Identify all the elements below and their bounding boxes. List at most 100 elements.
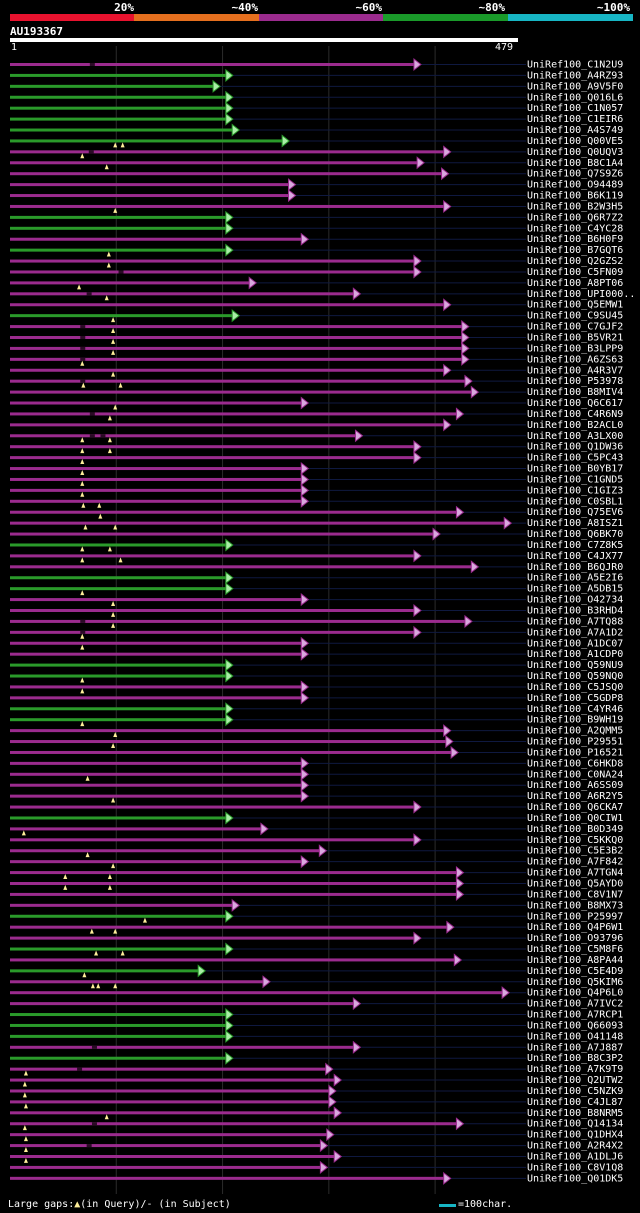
- hit-label[interactable]: UniRef100_B8MIV4: [527, 387, 623, 398]
- hit-label[interactable]: UniRef100_A7F842: [527, 857, 623, 868]
- hit-label[interactable]: UniRef100_P29551: [527, 737, 623, 748]
- hit-label[interactable]: UniRef100_A5E2I6: [527, 573, 623, 584]
- hit-label[interactable]: UniRef100_B9WH19: [527, 715, 623, 726]
- hit-label[interactable]: UniRef100_C4JL87: [527, 1097, 623, 1108]
- hit-label[interactable]: UniRef100_Q2UTW2: [527, 1075, 623, 1086]
- hit-row[interactable]: UniRef100_A7K9T9: [10, 1062, 623, 1076]
- hit-label[interactable]: UniRef100_A3LX00: [527, 431, 623, 442]
- hit-label[interactable]: UniRef100_C8V1Q8: [527, 1162, 623, 1173]
- hit-label[interactable]: UniRef100_B8C3P2: [527, 1053, 623, 1064]
- hit-row[interactable]: UniRef100_A7TQ88: [10, 611, 623, 628]
- hit-row[interactable]: UniRef100_C0SBL1: [10, 491, 623, 508]
- hit-row[interactable]: UniRef100_A8PT06: [10, 276, 623, 290]
- hit-row[interactable]: UniRef100_C5GDP8: [10, 688, 623, 705]
- hit-row[interactable]: UniRef100_Q2GZS2: [10, 251, 623, 268]
- hit-row[interactable]: UniRef100_C1N057: [10, 101, 623, 115]
- hit-row[interactable]: UniRef100_B2W3H5: [10, 199, 623, 213]
- hit-row[interactable]: UniRef100_O93796: [10, 928, 623, 945]
- hit-row[interactable]: UniRef100_O41148: [10, 1029, 623, 1043]
- hit-label[interactable]: UniRef100_Q66093: [527, 1020, 623, 1031]
- hit-row[interactable]: UniRef100_A5E2I6: [10, 571, 623, 585]
- hit-label[interactable]: UniRef100_A4RZ93: [527, 70, 623, 81]
- hit-label[interactable]: UniRef100_C5KKQ0: [527, 835, 623, 846]
- hit-row[interactable]: UniRef100_Q7S9Z6: [10, 164, 623, 181]
- hit-label[interactable]: UniRef100_B0YB17: [527, 464, 623, 475]
- hit-row[interactable]: UniRef100_Q6CKA7: [10, 797, 623, 814]
- hit-row[interactable]: UniRef100_Q01DK5: [10, 1171, 623, 1185]
- hit-row[interactable]: UniRef100_A7IVC2: [10, 997, 623, 1011]
- hit-label[interactable]: UniRef100_Q5KIM6: [527, 977, 623, 988]
- hit-label[interactable]: UniRef100_Q59NQ0: [527, 671, 623, 682]
- hit-label[interactable]: UniRef100_C5FN09: [527, 267, 623, 278]
- hit-label[interactable]: UniRef100_A2R4X2: [527, 1141, 623, 1152]
- hit-row[interactable]: UniRef100_A9V5F0: [10, 79, 623, 93]
- hit-label[interactable]: UniRef100_C5GDP8: [527, 693, 623, 704]
- hit-row[interactable]: UniRef100_B8MIV4: [10, 382, 623, 399]
- hit-label[interactable]: UniRef100_P25997: [527, 911, 623, 922]
- hit-label[interactable]: UniRef100_C5JSQ0: [527, 682, 623, 693]
- hit-row[interactable]: UniRef100_C9SU45: [10, 309, 623, 323]
- hit-row[interactable]: UniRef100_C7GJF2: [10, 317, 623, 334]
- hit-label[interactable]: UniRef100_C7GJF2: [527, 322, 623, 333]
- hit-label[interactable]: UniRef100_C7Z8K5: [527, 540, 623, 551]
- hit-label[interactable]: UniRef100_Q1DHX4: [527, 1130, 623, 1141]
- hit-row[interactable]: UniRef100_C4YR46: [10, 702, 623, 716]
- hit-label[interactable]: UniRef100_C5E3B2: [527, 846, 623, 857]
- hit-row[interactable]: UniRef100_C4JX77: [10, 546, 623, 563]
- hit-row[interactable]: UniRef100_C1GIZ3: [10, 480, 623, 497]
- hit-row[interactable]: UniRef100_Q5AYD0: [10, 874, 623, 891]
- hit-row[interactable]: UniRef100_C5KKQ0: [10, 830, 623, 847]
- hit-label[interactable]: UniRef100_Q6CKA7: [527, 802, 623, 813]
- hit-row[interactable]: UniRef100_B6H0F9: [10, 232, 623, 246]
- hit-row[interactable]: UniRef100_C1EIR6: [10, 112, 623, 126]
- hit-row[interactable]: UniRef100_Q0CIW1: [10, 811, 623, 825]
- hit-label[interactable]: UniRef100_O41148: [527, 1031, 623, 1042]
- hit-row[interactable]: UniRef100_Q5KIM6: [10, 972, 623, 989]
- hit-row[interactable]: UniRef100_C5E4D9: [10, 964, 623, 978]
- hit-row[interactable]: UniRef100_Q2UTW2: [10, 1070, 623, 1087]
- hit-row[interactable]: UniRef100_P16521: [10, 742, 623, 759]
- hit-label[interactable]: UniRef100_A1DC07: [527, 638, 623, 649]
- hit-label[interactable]: UniRef100_Q75EV6: [527, 507, 623, 518]
- hit-row[interactable]: UniRef100_Q75EV6: [10, 502, 623, 519]
- hit-row[interactable]: UniRef100_Q6R7Z2: [10, 207, 623, 224]
- hit-row[interactable]: UniRef100_C8V1Q8: [10, 1157, 623, 1174]
- hit-label[interactable]: UniRef100_C5NZK9: [527, 1086, 623, 1097]
- hit-row[interactable]: UniRef100_Q5EMW1: [10, 295, 623, 312]
- hit-row[interactable]: UniRef100_A7J887: [10, 1040, 623, 1054]
- hit-label[interactable]: UniRef100_B6K119: [527, 191, 623, 202]
- hit-label[interactable]: UniRef100_Q00VE5: [527, 136, 623, 147]
- hit-row[interactable]: UniRef100_A8PA44: [10, 950, 623, 967]
- hit-label[interactable]: UniRef100_B3LPP9: [527, 343, 623, 354]
- hit-row[interactable]: UniRef100_A5DB15: [10, 582, 623, 596]
- hit-label[interactable]: UniRef100_Q7S9Z6: [527, 169, 623, 180]
- hit-row[interactable]: UniRef100_Q59NQ0: [10, 669, 623, 683]
- hit-row[interactable]: UniRef100_A7F842: [10, 852, 623, 869]
- hit-label[interactable]: UniRef100_C4YC28: [527, 223, 623, 234]
- hit-row[interactable]: UniRef100_Q4P6L0: [10, 983, 623, 1000]
- hit-label[interactable]: UniRef100_B8MX73: [527, 900, 623, 911]
- hit-label[interactable]: UniRef100_Q0UQV3: [527, 147, 623, 158]
- hit-label[interactable]: UniRef100_A9V5F0: [527, 81, 623, 92]
- hit-row[interactable]: UniRef100_B2ACL0: [10, 415, 623, 432]
- hit-row[interactable]: UniRef100_B3LPP9: [10, 338, 623, 355]
- hit-label[interactable]: UniRef100_C8V1N7: [527, 889, 623, 900]
- hit-row[interactable]: UniRef100_A4RZ93: [10, 68, 623, 82]
- hit-label[interactable]: UniRef100_A6SS09: [527, 780, 623, 791]
- hit-row[interactable]: UniRef100_P53978: [10, 371, 623, 388]
- hit-row[interactable]: UniRef100_B8NRM5: [10, 1103, 623, 1120]
- hit-label[interactable]: UniRef100_UPI000..: [527, 289, 635, 300]
- hit-label[interactable]: UniRef100_A8ISZ1: [527, 518, 623, 529]
- hit-label[interactable]: UniRef100_C4JX77: [527, 551, 623, 562]
- hit-label[interactable]: UniRef100_A7A1D2: [527, 627, 623, 638]
- hit-label[interactable]: UniRef100_O94489: [527, 180, 623, 191]
- hit-row[interactable]: UniRef100_Q4P6W1: [10, 917, 623, 934]
- hit-row[interactable]: UniRef100_C1N2U9: [10, 57, 623, 72]
- hit-row[interactable]: UniRef100_P29551: [10, 732, 623, 749]
- hit-row[interactable]: UniRef100_C5PC43: [10, 448, 623, 465]
- hit-label[interactable]: UniRef100_B8NRM5: [527, 1108, 623, 1119]
- hit-row[interactable]: UniRef100_Q0UQV3: [10, 142, 623, 159]
- hit-row[interactable]: UniRef100_A4S749: [10, 123, 623, 137]
- hit-label[interactable]: UniRef100_C0NA24: [527, 769, 623, 780]
- hit-label[interactable]: UniRef100_C5PC43: [527, 453, 623, 464]
